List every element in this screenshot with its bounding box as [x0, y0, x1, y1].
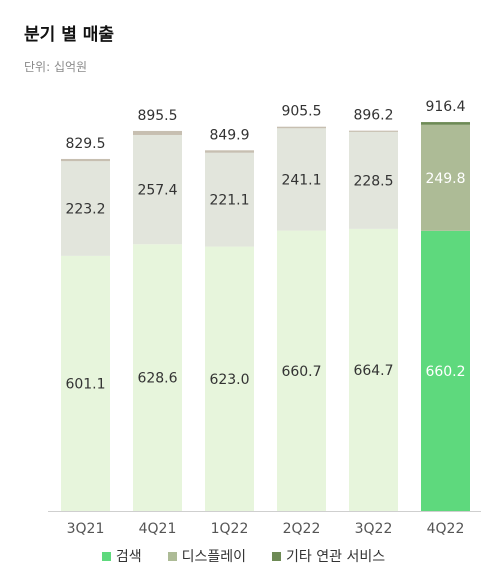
legend-label-search: 검색: [115, 549, 142, 565]
data-label-display-3q22: 228.5: [353, 173, 393, 189]
data-label-display-3q21: 223.2: [65, 202, 105, 218]
bar-segment-search-1q22: [205, 246, 254, 511]
unit-label: 단위: 십억원: [24, 60, 88, 74]
legend-item-display: 디스플레이: [167, 546, 247, 566]
x-tick-label-2q22: 2Q22: [283, 521, 321, 537]
bar-segment-display-3q22: [349, 131, 398, 229]
data-label-search-1q22: 623.0: [209, 372, 249, 388]
data-label-search-3q21: 601.1: [65, 376, 105, 392]
chart-title: 분기 별 매출: [24, 25, 115, 45]
bar-segment-other-4q22: [421, 122, 470, 125]
data-label-search-4q22: 660.2: [425, 364, 465, 380]
data-label-total-1q22: 849.9: [209, 127, 249, 143]
data-label-total-3q22: 896.2: [353, 108, 393, 124]
legend-item-search: 검색: [101, 546, 142, 566]
bar-segment-search-3q22: [349, 228, 398, 512]
bar-segment-display-4q21: [133, 134, 182, 245]
data-label-search-3q22: 664.7: [353, 363, 393, 379]
data-label-total-2q22: 905.5: [281, 104, 321, 120]
legend-swatch-display: [167, 551, 177, 561]
legend-swatch-other: [272, 551, 282, 561]
bar-segment-other-2q22: [277, 126, 326, 129]
data-label-display-1q22: 221.1: [209, 193, 249, 209]
bar-segment-other-1q22: [205, 150, 254, 153]
data-label-total-4q22: 916.4: [425, 99, 465, 115]
data-label-display-4q22: 249.8: [425, 171, 465, 187]
x-tick-label-3q22: 3Q22: [355, 521, 393, 537]
x-tick-label-1q22: 1Q22: [211, 521, 249, 537]
bar-segment-display-2q22: [277, 128, 326, 231]
data-label-total-4q21: 895.5: [137, 108, 177, 124]
legend: 검색 디스플레이 기타 연관 서비스: [0, 546, 487, 566]
data-label-display-4q21: 257.4: [137, 183, 177, 199]
data-label-display-2q22: 241.1: [281, 172, 321, 188]
data-label-total-3q21: 829.5: [65, 136, 105, 152]
bar-segment-display-1q22: [205, 152, 254, 247]
bar-segment-display-4q22: [421, 124, 470, 231]
bar-segment-other-3q21: [61, 158, 110, 162]
legend-label-display: 디스플레이: [181, 549, 247, 565]
x-tick-label-4q21: 4Q21: [139, 521, 177, 537]
legend-label-other: 기타 연관 서비스: [286, 549, 386, 565]
data-label-search-2q22: 660.7: [281, 364, 321, 380]
x-tick-label-3q21: 3Q21: [67, 521, 105, 537]
bar-segment-search-4q21: [133, 244, 182, 511]
bar-segment-search-3q21: [61, 255, 110, 511]
data-label-search-4q21: 628.6: [137, 371, 177, 387]
bar-segment-search-2q22: [277, 230, 326, 511]
bar-segment-search-4q22: [421, 230, 470, 511]
bar-segment-display-3q21: [61, 161, 110, 256]
x-tick-label-4q22: 4Q22: [427, 521, 465, 537]
bar-segment-other-3q22: [349, 130, 398, 132]
legend-item-other: 기타 연관 서비스: [272, 546, 385, 566]
bar-segment-other-4q21: [133, 130, 182, 135]
legend-swatch-search: [101, 551, 111, 561]
